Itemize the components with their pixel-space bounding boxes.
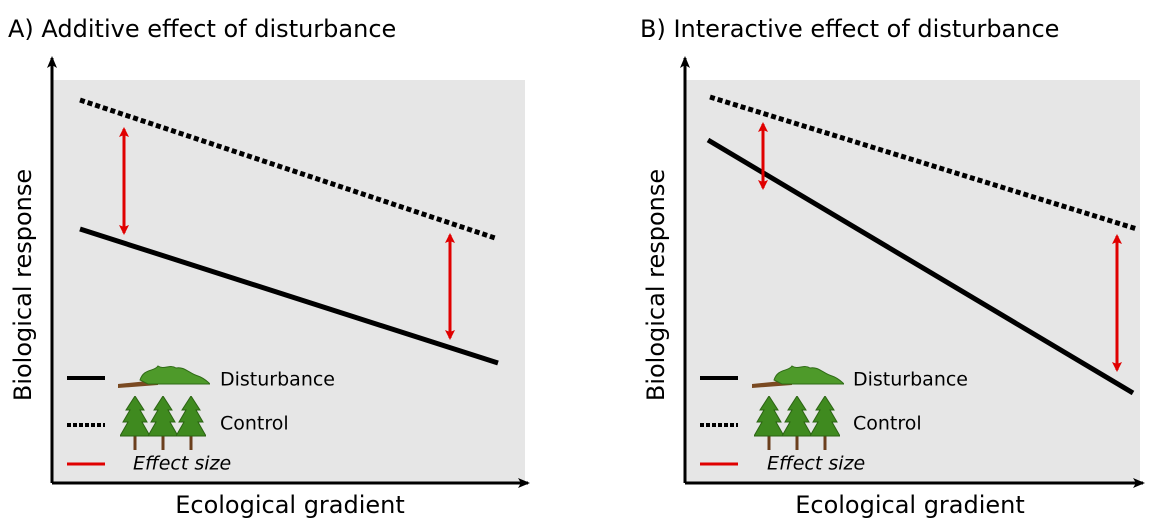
control-line	[709, 94, 1138, 232]
y-axis-label: Biological response	[9, 169, 37, 401]
legend-label: Disturbance	[220, 369, 335, 391]
x-axis-label: Ecological gradient	[175, 491, 405, 519]
panel-a: A) Additive effect of disturbance Ecolog…	[8, 15, 530, 519]
legend-label: Control	[220, 413, 289, 435]
x-axis-label: Ecological gradient	[795, 491, 1025, 519]
y-axis-label: Biological response	[642, 169, 670, 401]
control-line	[79, 97, 496, 241]
legend-label: Disturbance	[853, 369, 968, 391]
legend-label: Effect size	[767, 453, 865, 475]
legend-label: Effect size	[133, 453, 231, 475]
disturbance-line	[706, 137, 1135, 396]
disturbance-line	[79, 226, 499, 366]
legend-label: Control	[853, 413, 922, 435]
panel-title: B) Interactive effect of disturbance	[640, 15, 1059, 43]
panel-b: B) Interactive effect of disturbance Eco…	[640, 15, 1145, 519]
panel-title: A) Additive effect of disturbance	[8, 15, 396, 43]
